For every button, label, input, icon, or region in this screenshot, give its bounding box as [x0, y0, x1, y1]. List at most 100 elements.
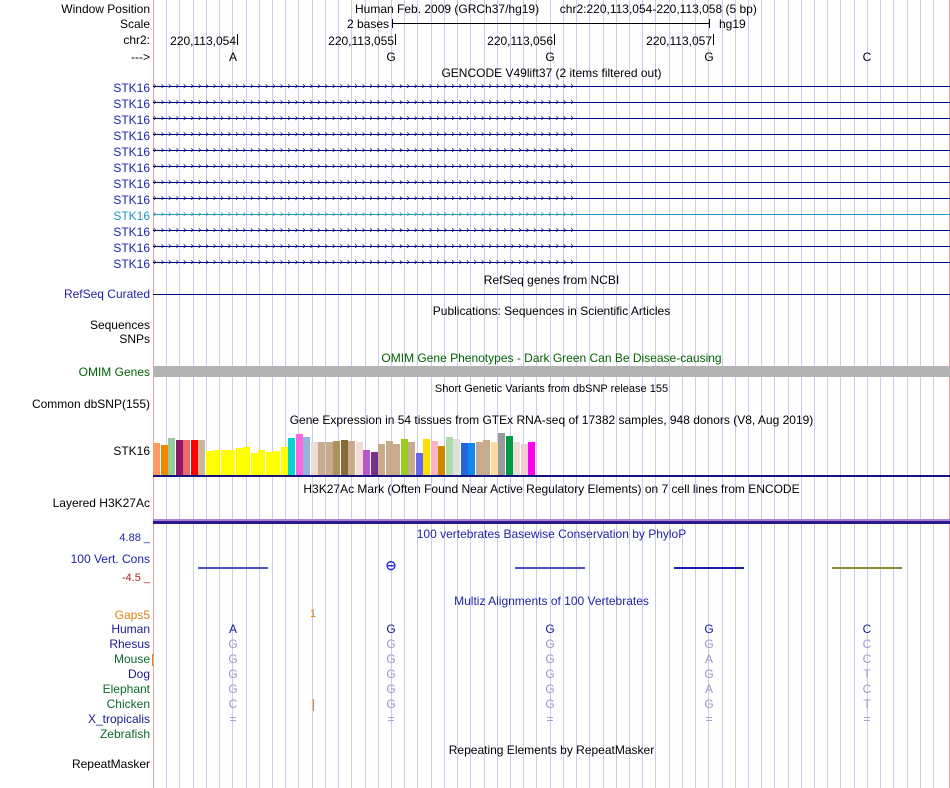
gtex-tissue-bar[interactable]: [490, 442, 498, 475]
gtex-tissue-bar[interactable]: [183, 440, 190, 475]
gtex-tissue-bar[interactable]: [250, 453, 258, 475]
multiz-species-label[interactable]: Mouse: [113, 652, 150, 666]
multiz-species-label[interactable]: X_tropicalis: [87, 712, 150, 726]
gtex-tissue-bar[interactable]: [235, 448, 243, 475]
gencode-gene-row[interactable]: STK16: [0, 97, 950, 111]
gencode-gene-row[interactable]: STK16: [0, 113, 950, 127]
gencode-gene-feature[interactable]: ››››››››››››››››››››››››››››››››››››››››…: [153, 176, 950, 189]
multiz-species-label[interactable]: Chicken: [106, 697, 150, 711]
gencode-gene-feature[interactable]: ››››››››››››››››››››››››››››››››››››››››…: [153, 112, 950, 125]
position-label[interactable]: chr2:220,113,054-220,113,058 (5 bp): [559, 2, 757, 16]
multiz-species-row[interactable]: Elephant G G G A C: [0, 682, 950, 697]
publications-snps-label[interactable]: SNPs: [119, 332, 150, 346]
gtex-tissue-bar[interactable]: [453, 439, 460, 475]
gtex-tissue-bar[interactable]: [220, 450, 228, 475]
gencode-gene-row[interactable]: STK16: [0, 193, 950, 207]
gencode-gene-row[interactable]: STK16: [0, 129, 950, 143]
gtex-tissue-bar[interactable]: [498, 433, 505, 475]
gencode-gene-label[interactable]: STK16: [113, 241, 150, 255]
omim-label[interactable]: OMIM Genes: [78, 365, 150, 379]
gencode-gene-row[interactable]: STK16: [0, 225, 950, 239]
refseq-feature-line[interactable]: [153, 294, 950, 295]
gtex-tissue-bar[interactable]: [168, 438, 175, 475]
gencode-gene-label[interactable]: STK16: [113, 113, 150, 127]
h3k27ac-label[interactable]: Layered H3K27Ac: [52, 496, 150, 510]
refseq-row[interactable]: RefSeq Curated: [0, 287, 950, 301]
gencode-gene-row[interactable]: STK16: [0, 241, 950, 255]
gtex-tissue-bar[interactable]: [505, 436, 513, 475]
gtex-tissue-bar[interactable]: [400, 439, 408, 475]
gtex-label[interactable]: STK16: [113, 444, 150, 458]
gencode-gene-row[interactable]: STK16: [0, 81, 950, 95]
gencode-gene-feature[interactable]: ››››››››››››››››››››››››››››››››››››››››…: [153, 224, 950, 237]
gencode-gene-row[interactable]: STK16: [0, 161, 950, 175]
gtex-tissue-bar[interactable]: [205, 451, 213, 475]
repeatmasker-label[interactable]: RepeatMasker: [71, 757, 150, 771]
gencode-gene-label[interactable]: STK16: [113, 225, 150, 239]
gtex-tissue-bar[interactable]: [475, 442, 483, 475]
multiz-species-row[interactable]: Rhesus G G G G C: [0, 637, 950, 652]
gtex-tissue-bar[interactable]: [198, 440, 205, 475]
gtex-tissue-bar[interactable]: [430, 441, 438, 475]
conservation-row[interactable]: 100 Vert. Cons: [0, 552, 950, 566]
gtex-tissue-bar[interactable]: [408, 442, 415, 475]
gencode-gene-label[interactable]: STK16: [113, 193, 150, 207]
gtex-tissue-bar[interactable]: [310, 442, 318, 475]
dbsnp-label[interactable]: Common dbSNP(155): [31, 397, 150, 411]
gencode-gene-label[interactable]: STK16: [113, 97, 150, 111]
gtex-tissue-bar[interactable]: [355, 442, 363, 475]
gtex-tissue-bar[interactable]: [213, 450, 220, 475]
gencode-gene-label[interactable]: STK16: [113, 209, 150, 223]
gtex-tissue-bar[interactable]: [288, 438, 295, 475]
dbsnp-row[interactable]: Common dbSNP(155): [0, 397, 950, 411]
gtex-tissue-bar[interactable]: [363, 450, 370, 475]
multiz-species-row[interactable]: Chicken C G G G T: [0, 697, 950, 712]
gtex-tissue-bar[interactable]: [280, 447, 288, 475]
gencode-gene-row[interactable]: STK16: [0, 177, 950, 191]
publications-sequences-label[interactable]: Sequences: [89, 318, 150, 332]
multiz-species-label[interactable]: Elephant: [102, 682, 150, 696]
omim-feature-bar[interactable]: [153, 366, 950, 377]
gencode-gene-feature[interactable]: ››››››››››››››››››››››››››››››››››››››››…: [153, 144, 950, 157]
multiz-species-label[interactable]: Dog: [127, 667, 150, 681]
gtex-tissue-bar[interactable]: [303, 437, 310, 475]
gencode-gene-feature[interactable]: ››››››››››››››››››››››››››››››››››››››››…: [153, 160, 950, 173]
gtex-tissue-bar[interactable]: [265, 452, 273, 475]
conservation-bar[interactable]: [674, 567, 744, 569]
conservation-peak[interactable]: ⊖: [385, 558, 397, 574]
publications-snps-row[interactable]: SNPs: [0, 332, 950, 346]
gencode-gene-label[interactable]: STK16: [113, 129, 150, 143]
h3k27ac-row[interactable]: Layered H3K27Ac: [0, 496, 950, 510]
refseq-label[interactable]: RefSeq Curated: [63, 287, 150, 301]
gencode-gene-feature[interactable]: ››››››››››››››››››››››››››››››››››››››››…: [153, 192, 950, 205]
gtex-row[interactable]: STK16: [0, 444, 950, 458]
gtex-tissue-bar[interactable]: [520, 444, 528, 475]
gencode-gene-label[interactable]: STK16: [113, 81, 150, 95]
gtex-tissue-bar[interactable]: [295, 434, 303, 475]
multiz-species-label[interactable]: Rhesus: [109, 637, 150, 651]
gtex-tissue-bar[interactable]: [175, 440, 183, 475]
gencode-gene-feature[interactable]: ››››››››››››››››››››››››››››››››››››››››…: [153, 240, 950, 253]
gencode-gene-feature[interactable]: ››››››››››››››››››››››››››››››››››››››››…: [153, 128, 950, 141]
gtex-tissue-bar[interactable]: [228, 450, 235, 475]
gencode-gene-label[interactable]: STK16: [113, 161, 150, 175]
gencode-gene-label[interactable]: STK16: [113, 177, 150, 191]
gtex-tissue-bar[interactable]: [468, 443, 475, 475]
gtex-tissue-bar[interactable]: [460, 443, 468, 475]
gtex-tissue-bar[interactable]: [258, 450, 265, 475]
gencode-gene-row[interactable]: STK16: [0, 145, 950, 159]
gtex-tissue-bar[interactable]: [385, 441, 393, 475]
gtex-tissue-bar[interactable]: [445, 437, 453, 475]
gtex-tissue-bar[interactable]: [513, 442, 520, 475]
gencode-gene-row[interactable]: STK16: [0, 257, 950, 271]
gencode-gene-feature[interactable]: ››››››››››››››››››››››››››››››››››››››››…: [153, 80, 950, 93]
gtex-tissue-bar[interactable]: [273, 451, 280, 475]
gtex-tissue-bar[interactable]: [438, 446, 445, 475]
multiz-species-row[interactable]: X_tropicalis = = = = =: [0, 712, 950, 727]
gencode-gene-label[interactable]: STK16: [113, 145, 150, 159]
gtex-tissue-bar[interactable]: [318, 442, 325, 475]
omim-row[interactable]: OMIM Genes: [0, 365, 950, 379]
gtex-expression-barchart[interactable]: [153, 428, 536, 475]
gtex-tissue-bar[interactable]: [370, 452, 378, 475]
